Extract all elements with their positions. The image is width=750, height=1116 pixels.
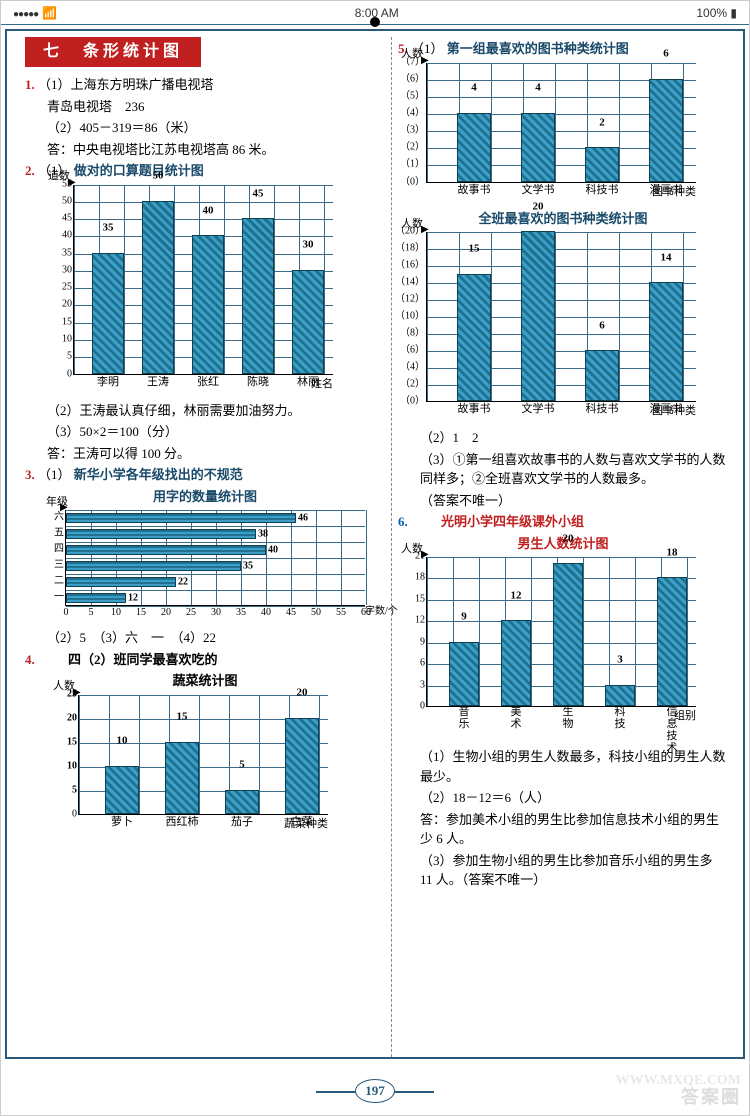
q3-sub1: （1） — [38, 467, 71, 482]
page-number: 197 — [355, 1079, 395, 1103]
status-battery: 100% ▮ — [696, 6, 737, 20]
q1-line4: 答：中央电视塔比江苏电视塔高 86 米。 — [25, 140, 385, 160]
q6-chart: 0369121518219音乐12美术20生物3科技18信息技术人数组别 — [398, 557, 728, 743]
q5-line4: （答案不唯一） — [398, 491, 728, 511]
q2-chart: 051015202530354045505535李明50王涛40张红45陈晓30… — [45, 185, 365, 397]
q3-chart: 05101520253035404550556046六38五40四35三22二1… — [45, 510, 385, 624]
q6-line1: （1）生物小组的男生人数最多，科技小组的男生人数最少。 — [398, 747, 728, 786]
q1-line1: （1）上海东方明珠广播电视塔 — [38, 77, 214, 92]
q6-line2: （2）18－12＝6（人） — [398, 788, 728, 808]
right-column: 5. （1） 第一组最喜欢的图书种类统计图 （0）（1）（2）（3）（4）（5）… — [392, 37, 734, 1057]
q3-line2: （2）5 （3）六 一 （4）22 — [25, 628, 385, 648]
page-content: 七 条形统计图 1. （1）上海东方明珠广播电视塔 青岛电视塔 236 （2）4… — [5, 29, 745, 1059]
q6-number: 6. — [398, 514, 408, 529]
q2-line3: （3）50×2＝100（分） — [25, 422, 385, 442]
wifi-icon: 📶 — [42, 6, 57, 20]
q5-chart2: （0）（2）（4）（6）（8）（10）（12）（14）（16）（18）（20）1… — [398, 232, 728, 424]
section-banner: 七 条形统计图 — [25, 37, 201, 67]
q5-line3: （3）①第一组喜欢故事书的人数与喜欢文学书的人数同样多；②全班喜欢文学书的人数最… — [398, 450, 728, 489]
q4-chart: 051015202510萝卜15西红柿5茄子20白菜人数蔬菜种类 — [50, 695, 360, 837]
q1-number: 1. — [25, 77, 35, 92]
device-frame: ●●●●● 📶 8:00 AM 100% ▮ 七 条形统计图 1. （1）上海东… — [0, 0, 750, 1116]
q3-title1: 新华小学各年级找出的不规范 — [74, 467, 243, 482]
q2-number: 2. — [25, 163, 35, 178]
q2-line2: （2）王涛最认真仔细，林丽需要加油努力。 — [25, 401, 385, 421]
q4-title1: 四（2）班同学最喜欢吃的 — [38, 652, 218, 667]
q2-line4: 答：王涛可以得 100 分。 — [25, 444, 385, 464]
q3-number: 3. — [25, 467, 35, 482]
q1-line2: 青岛电视塔 236 — [25, 97, 385, 117]
q6-line3: 答：参加美术小组的男生比参加信息技术小组的男生少 6 人。 — [398, 810, 728, 849]
watermark-main: 答案圈 — [681, 1083, 741, 1109]
camera-dot-icon — [370, 17, 380, 27]
q6-line4: （3）参加生物小组的男生比参加音乐小组的男生多 11 人。（答案不唯一） — [398, 851, 728, 890]
q1-line3: （2）405－319＝86（米） — [25, 118, 385, 138]
signal-dots-icon: ●●●●● — [13, 6, 38, 20]
q5-line2: （2）1 2 — [398, 428, 728, 448]
q6-title1: 光明小学四年级课外小组 — [411, 514, 584, 529]
left-column: 七 条形统计图 1. （1）上海东方明珠广播电视塔 青岛电视塔 236 （2）4… — [19, 37, 392, 1057]
q4-number: 4. — [25, 652, 35, 667]
q5-chart1: （0）（1）（2）（3）（4）（5）（6）（7）4故事书4文学书2科技书6漫画书… — [398, 63, 728, 205]
